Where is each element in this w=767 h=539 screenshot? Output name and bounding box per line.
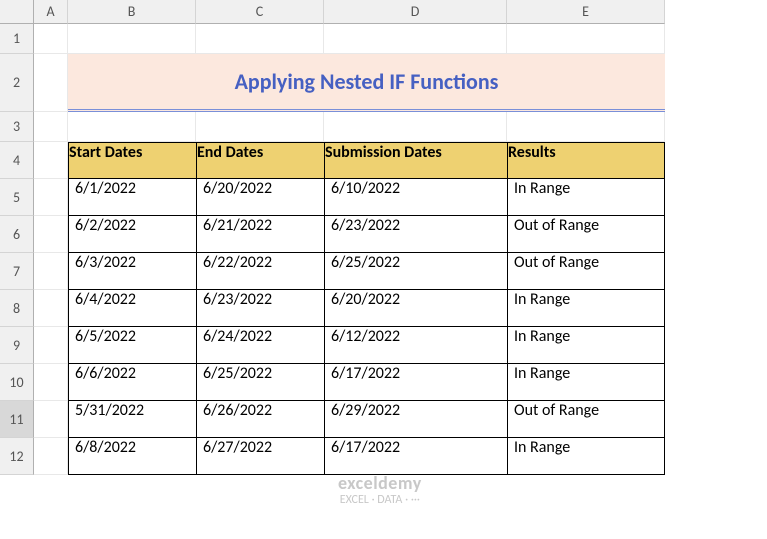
row-header-5[interactable]: 5 [0, 179, 34, 216]
table-cell[interactable]: Out of Range [507, 253, 665, 290]
table-header-end-dates[interactable]: End Dates [196, 142, 324, 179]
row-header-4[interactable]: 4 [0, 142, 34, 179]
table-cell[interactable]: In Range [507, 290, 665, 327]
table-cell[interactable]: 6/12/2022 [324, 327, 507, 364]
cell-A7[interactable] [34, 253, 68, 290]
cell-A4[interactable] [34, 142, 68, 179]
col-header-E[interactable]: E [507, 0, 665, 24]
col-header-C[interactable]: C [196, 0, 324, 24]
table-cell[interactable]: 6/5/2022 [68, 327, 196, 364]
page-title[interactable]: Applying Nested IF Functions [68, 54, 665, 112]
cell-A6[interactable] [34, 216, 68, 253]
table-cell[interactable]: 6/25/2022 [196, 364, 324, 401]
table-cell[interactable]: In Range [507, 364, 665, 401]
row-header-2[interactable]: 2 [0, 54, 34, 112]
cell-A5[interactable] [34, 179, 68, 216]
row-header-3[interactable]: 3 [0, 112, 34, 142]
table-cell[interactable]: In Range [507, 438, 665, 475]
table-cell[interactable]: 6/17/2022 [324, 364, 507, 401]
table-cell[interactable]: 6/27/2022 [196, 438, 324, 475]
col-header-D[interactable]: D [324, 0, 507, 24]
table-cell[interactable]: 5/31/2022 [68, 401, 196, 438]
row-header-11[interactable]: 11 [0, 401, 34, 438]
table-cell[interactable]: 6/29/2022 [324, 401, 507, 438]
table-cell[interactable]: In Range [507, 327, 665, 364]
table-header-submission-dates[interactable]: Submission Dates [324, 142, 507, 179]
table-cell[interactable]: 6/17/2022 [324, 438, 507, 475]
cell-D3[interactable] [324, 112, 507, 142]
row-header-9[interactable]: 9 [0, 327, 34, 364]
col-header-A[interactable]: A [34, 0, 68, 24]
cell-A1[interactable] [34, 24, 68, 54]
cell-A9[interactable] [34, 327, 68, 364]
cell-A11[interactable] [34, 401, 68, 438]
select-all-corner[interactable] [0, 0, 34, 24]
table-cell[interactable]: 6/21/2022 [196, 216, 324, 253]
table-cell[interactable]: 6/23/2022 [196, 290, 324, 327]
table-cell[interactable]: 6/24/2022 [196, 327, 324, 364]
table-cell[interactable]: 6/3/2022 [68, 253, 196, 290]
cell-E1[interactable] [507, 24, 665, 54]
cell-A10[interactable] [34, 364, 68, 401]
table-cell[interactable]: 6/22/2022 [196, 253, 324, 290]
cell-A12[interactable] [34, 438, 68, 475]
table-cell[interactable]: 6/26/2022 [196, 401, 324, 438]
table-cell[interactable]: 6/10/2022 [324, 179, 507, 216]
cell-B1[interactable] [68, 24, 196, 54]
table-cell[interactable]: Out of Range [507, 401, 665, 438]
cell-B3[interactable] [68, 112, 196, 142]
cell-D1[interactable] [324, 24, 507, 54]
row-header-7[interactable]: 7 [0, 253, 34, 290]
table-cell[interactable]: 6/25/2022 [324, 253, 507, 290]
cell-E3[interactable] [507, 112, 665, 142]
row-header-12[interactable]: 12 [0, 438, 34, 475]
row-header-1[interactable]: 1 [0, 24, 34, 54]
table-cell[interactable]: 6/20/2022 [196, 179, 324, 216]
cell-C3[interactable] [196, 112, 324, 142]
table-cell[interactable]: Out of Range [507, 216, 665, 253]
table-cell[interactable]: 6/1/2022 [68, 179, 196, 216]
cell-C1[interactable] [196, 24, 324, 54]
cell-A8[interactable] [34, 290, 68, 327]
cell-A3[interactable] [34, 112, 68, 142]
table-cell[interactable]: 6/8/2022 [68, 438, 196, 475]
watermark: exceldemy EXCEL · DATA · ··· [338, 474, 422, 507]
col-header-B[interactable]: B [68, 0, 196, 24]
row-header-6[interactable]: 6 [0, 216, 34, 253]
spreadsheet-grid[interactable]: A B C D E 1 2 Applying Nested IF Functio… [0, 0, 767, 475]
table-cell[interactable]: 6/6/2022 [68, 364, 196, 401]
table-cell[interactable]: 6/2/2022 [68, 216, 196, 253]
table-cell[interactable]: 6/4/2022 [68, 290, 196, 327]
row-header-10[interactable]: 10 [0, 364, 34, 401]
table-header-results[interactable]: Results [507, 142, 665, 179]
table-header-start-dates[interactable]: Start Dates [68, 142, 196, 179]
row-header-8[interactable]: 8 [0, 290, 34, 327]
watermark-subtext: EXCEL · DATA · ··· [338, 494, 422, 507]
cell-A2[interactable] [34, 54, 68, 112]
table-cell[interactable]: 6/23/2022 [324, 216, 507, 253]
table-cell[interactable]: 6/20/2022 [324, 290, 507, 327]
watermark-text: exceldemy [338, 474, 422, 494]
table-cell[interactable]: In Range [507, 179, 665, 216]
